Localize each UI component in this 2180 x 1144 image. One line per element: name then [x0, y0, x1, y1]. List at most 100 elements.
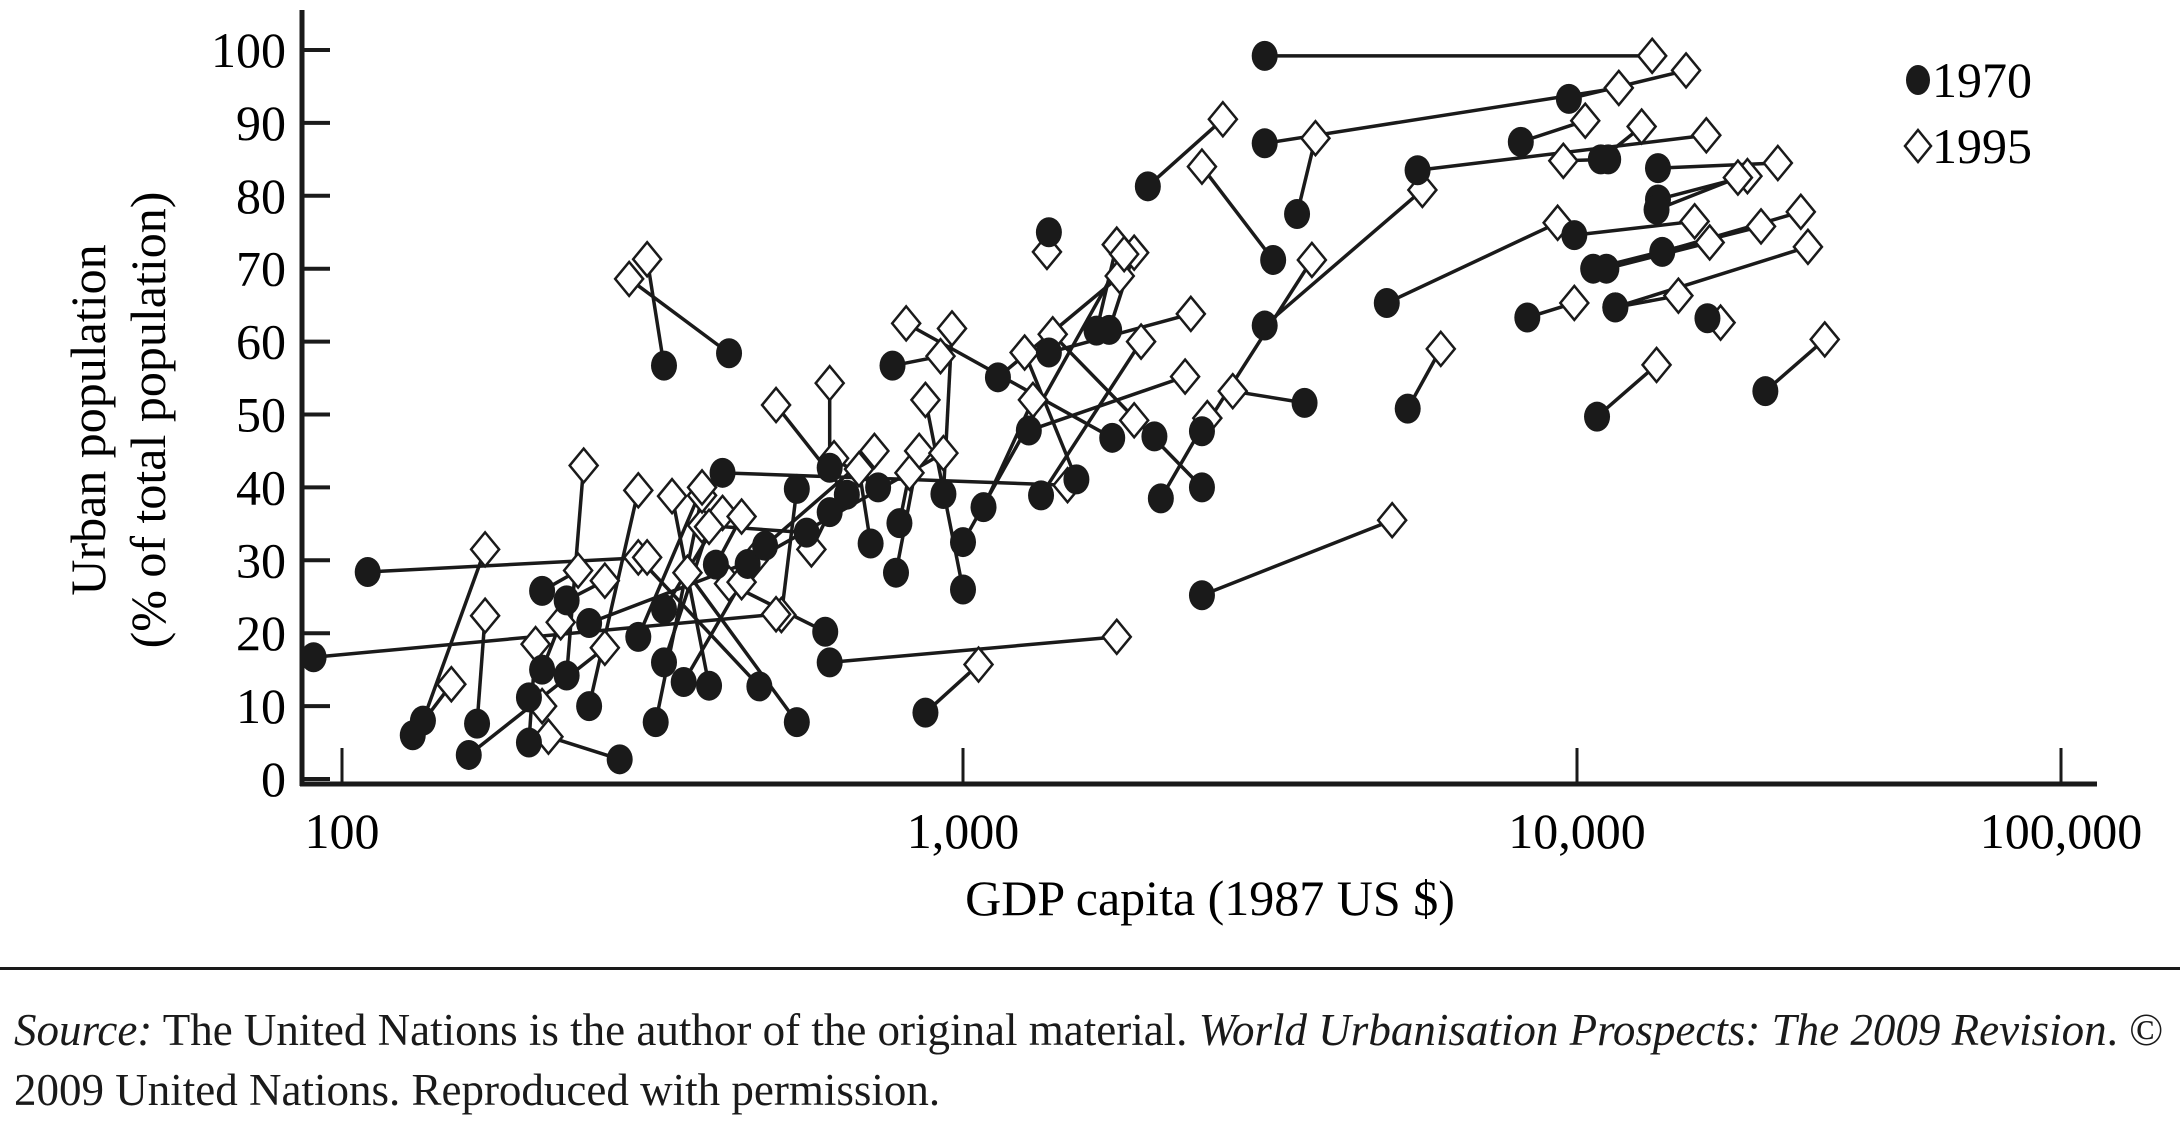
point-1970 [650, 647, 677, 678]
point-1970 [1028, 480, 1055, 511]
point-1995 [1376, 501, 1408, 540]
y-tick-label: 10 [236, 678, 286, 734]
change-line-1970-1995 [367, 555, 648, 574]
point-1970 [464, 708, 491, 739]
point-1995 [890, 304, 922, 343]
point-1995 [435, 665, 467, 704]
change-line-1970-1995 [1146, 117, 1225, 188]
point-1995 [1745, 207, 1777, 246]
point-1995 [1101, 617, 1133, 656]
change-line-1970-1995 [1039, 340, 1143, 497]
point-1970 [1514, 302, 1541, 333]
point-1970 [783, 473, 810, 504]
legend-1970-marker [1906, 65, 1930, 95]
point-1970 [642, 707, 669, 738]
point-1970 [930, 478, 957, 509]
point-1995 [469, 530, 501, 569]
y-tick-label: 50 [236, 387, 286, 443]
point-1995 [1125, 322, 1157, 361]
point-1995 [1569, 101, 1601, 140]
point-1995 [1603, 68, 1635, 107]
y-axis-title-line2: (% of total population) [120, 192, 176, 649]
point-1970 [1188, 472, 1215, 503]
point-1970 [1251, 310, 1278, 341]
point-1995 [589, 628, 621, 667]
point-1995 [843, 450, 875, 489]
point-1970 [912, 697, 939, 728]
point-1995 [1722, 158, 1754, 197]
y-tick-label: 100 [211, 22, 286, 78]
point-1970 [529, 575, 556, 606]
data-markers [300, 36, 1841, 775]
source-text-1: The United Nations is the author of the … [152, 1005, 1199, 1055]
point-1995 [1636, 36, 1668, 75]
point-1970 [1291, 387, 1318, 418]
point-1995 [924, 337, 957, 376]
change-line-1970-1995 [1614, 245, 1809, 310]
point-1995 [1694, 223, 1726, 262]
point-1995 [1662, 276, 1695, 315]
point-1995 [1108, 235, 1140, 274]
y-tick-label: 70 [236, 241, 286, 297]
y-tick-label: 40 [236, 459, 286, 515]
point-1970 [1752, 376, 1779, 407]
point-1995 [693, 507, 725, 546]
legend-1995-label: 1995 [1932, 118, 2032, 174]
change-line-1970-1995 [636, 486, 704, 638]
point-1995 [686, 468, 718, 507]
point-1970 [882, 557, 909, 588]
point-1995 [1679, 202, 1711, 241]
point-1995 [1299, 119, 1332, 158]
point-1995 [656, 477, 688, 516]
point-1970 [950, 574, 976, 605]
point-1970 [1035, 337, 1062, 368]
point-1995 [469, 596, 501, 635]
point-1970 [816, 497, 843, 528]
point-1995 [1186, 147, 1218, 186]
point-1970 [716, 338, 743, 369]
point-1970 [970, 492, 997, 523]
change-line-1970-1995 [1023, 351, 1079, 481]
change-line-1970-1995 [421, 548, 487, 722]
change-line-1970-1995 [1263, 188, 1424, 327]
point-1970 [1602, 292, 1629, 323]
point-1995 [1762, 144, 1794, 182]
axes [299, 10, 2097, 787]
point-1970 [553, 660, 580, 691]
change-line-1970-1995 [670, 495, 711, 687]
point-1970 [1394, 393, 1421, 424]
x-tick-label: 10,000 [1508, 803, 1646, 859]
change-line-1970-1995 [829, 635, 1117, 665]
point-1970 [1507, 126, 1534, 157]
change-line-1970-1995 [1574, 219, 1695, 237]
point-1995 [1175, 294, 1207, 333]
legend-1995-marker [1903, 128, 1933, 164]
point-1970 [1015, 415, 1042, 446]
point-1995 [1690, 116, 1722, 155]
point-1970 [670, 667, 697, 698]
point-1995 [1009, 333, 1041, 372]
point-1970 [879, 350, 906, 381]
point-1970 [515, 682, 542, 713]
point-1970 [1260, 244, 1287, 275]
point-1970 [1134, 171, 1161, 202]
point-1970 [1188, 416, 1215, 447]
change-line-1970-1995 [779, 488, 799, 616]
divider-rule [0, 967, 2180, 970]
legend: 1970 1995 [1903, 52, 2032, 174]
point-1970 [1584, 401, 1611, 432]
change-line-1970-1995 [981, 399, 1035, 508]
point-1995 [962, 645, 995, 684]
point-1970 [702, 549, 729, 580]
point-1995 [1785, 192, 1817, 231]
point-1970 [1644, 153, 1671, 184]
point-1995 [1626, 107, 1658, 146]
point-1995 [760, 595, 792, 634]
point-1995 [589, 561, 621, 600]
point-1970 [553, 585, 580, 616]
point-1970 [812, 616, 839, 647]
point-1970 [865, 472, 892, 503]
point-1995 [760, 386, 792, 424]
y-tick-label: 60 [236, 314, 286, 370]
